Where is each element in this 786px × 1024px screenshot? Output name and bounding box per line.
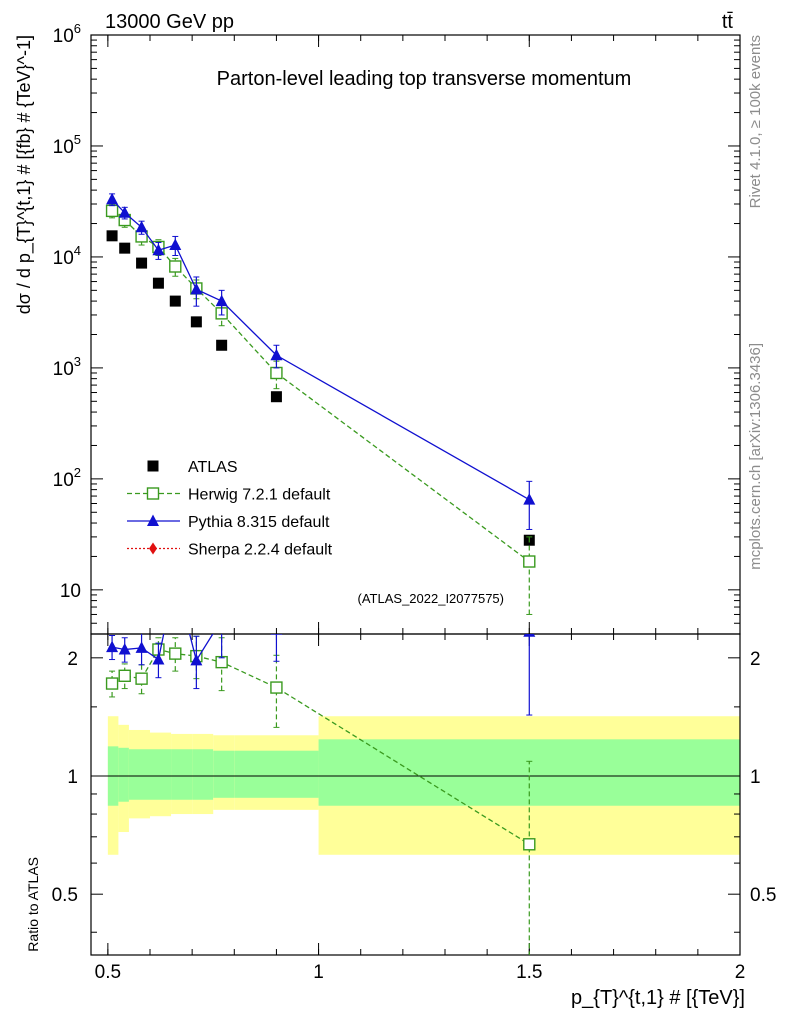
herwig-point bbox=[105, 204, 119, 218]
ratio-tick-label-right: 0.5 bbox=[750, 885, 776, 906]
pythia-point bbox=[135, 220, 148, 233]
pythia-ratio-point bbox=[270, 634, 283, 635]
pythia-ratio-point bbox=[169, 571, 181, 583]
ratio-uncertainty-bands bbox=[107, 716, 740, 855]
herwig-ratio-point bbox=[118, 669, 131, 682]
ratio-y-axis-label: Ratio to ATLAS bbox=[25, 857, 41, 952]
herwig-ratio-point bbox=[169, 647, 182, 660]
pythia-ratio-point bbox=[135, 641, 148, 653]
rivet-label: Rivet 4.1.0, ≥ 100k events bbox=[747, 35, 764, 208]
pythia-point bbox=[190, 282, 203, 295]
pythia-ratio-point bbox=[118, 643, 131, 655]
stat-band-bin bbox=[128, 749, 150, 800]
legend: ATLAS Herwig 7.2.1 default Pythia 8.315 de… bbox=[127, 459, 333, 559]
stat-band-bin bbox=[192, 749, 214, 800]
axis-ticks: 0.5 1 1.5 2 10 102 103 104 105 106 0.5 0.5 1 1 2 2 bbox=[52, 21, 777, 983]
legend-marker bbox=[147, 514, 159, 526]
ratio-tick-label-right: 1 bbox=[750, 767, 761, 788]
x-tick-label: 2 bbox=[735, 962, 746, 983]
ratio-tick-label: 0.5 bbox=[52, 885, 78, 906]
plot-title: Parton-level leading top transverse mome… bbox=[217, 68, 632, 90]
pythia-point bbox=[169, 238, 182, 251]
legend-marker bbox=[146, 487, 160, 500]
stat-band-bin bbox=[213, 750, 235, 798]
atlas-point bbox=[136, 257, 148, 269]
stat-band-bin bbox=[171, 749, 193, 800]
legend-marker bbox=[149, 542, 157, 555]
pythia-ratio-point bbox=[106, 640, 119, 653]
herwig-ratio-point bbox=[523, 838, 536, 851]
pythia-point bbox=[152, 243, 165, 256]
herwig-ratio-point bbox=[135, 672, 148, 685]
pythia-ratio-point bbox=[152, 653, 165, 665]
atlas-point bbox=[152, 277, 164, 289]
ratio-frame bbox=[90, 633, 741, 956]
herwig-point bbox=[523, 555, 536, 568]
herwig-point bbox=[270, 366, 283, 380]
pythia-point bbox=[270, 348, 283, 361]
atlas-point bbox=[216, 339, 228, 351]
y-tick-label: 104 bbox=[53, 243, 81, 269]
x-tick-label: 1.5 bbox=[516, 962, 542, 983]
stat-band-bin bbox=[150, 749, 172, 800]
herwig-point bbox=[169, 260, 182, 273]
legend-label: Pythia 8.315 default bbox=[188, 514, 330, 531]
pythia-ratio-point bbox=[216, 613, 228, 625]
y-tick-label: 106 bbox=[53, 21, 81, 47]
x-tick-label: 1 bbox=[313, 962, 324, 983]
atlas-point bbox=[169, 295, 181, 307]
energy-label: 13000 GeV pp bbox=[105, 11, 234, 33]
herwig-ratio-point bbox=[105, 677, 119, 690]
process-label: tt̄ bbox=[722, 11, 734, 33]
pythia-point bbox=[118, 206, 131, 218]
pythia-ratio-group bbox=[106, 571, 536, 716]
legend-entry-herwig: Herwig 7.2.1 default bbox=[127, 487, 331, 504]
stat-band-bin bbox=[118, 747, 129, 802]
x-tick-label: 0.5 bbox=[95, 962, 121, 983]
pythia-point bbox=[523, 493, 536, 505]
atlas-point bbox=[190, 316, 202, 328]
x-axis-label: p_{T}^{t,1} # [{TeV}] bbox=[571, 987, 745, 1009]
legend-entry-sherpa: Sherpa 2.2.4 default bbox=[127, 542, 333, 559]
legend-marker bbox=[147, 460, 159, 472]
y-tick-label: 10 bbox=[60, 581, 81, 602]
ratio-tick-label: 2 bbox=[67, 649, 78, 670]
legend-label: Herwig 7.2.1 default bbox=[188, 487, 331, 504]
pythia-point bbox=[215, 294, 228, 307]
pythia-ratio-line bbox=[111, 634, 214, 663]
pythia-ratio-point bbox=[190, 653, 203, 666]
pythia-main-group bbox=[106, 192, 536, 530]
pythia-point bbox=[106, 192, 119, 205]
y-tick-label: 102 bbox=[53, 465, 81, 491]
atlas-point bbox=[106, 230, 118, 242]
ratio-tick-label: 1 bbox=[67, 767, 78, 788]
main-series bbox=[105, 192, 536, 615]
legend-label: Sherpa 2.2.4 default bbox=[188, 542, 333, 559]
y-axis-label: dσ / d p_{T}^{t,1} # [{fb} # {TeV}^-1] bbox=[14, 35, 35, 314]
legend-entry-pythia: Pythia 8.315 default bbox=[127, 514, 330, 531]
mcplots-label: mcplots.cern.ch [arXiv:1306.3436] bbox=[747, 343, 764, 570]
analysis-tag: (ATLAS_2022_I2077575) bbox=[358, 591, 504, 606]
atlas-point bbox=[270, 391, 282, 403]
legend-entry-atlas: ATLAS bbox=[147, 459, 238, 476]
ratio-tick-label-right: 2 bbox=[750, 649, 761, 670]
atlas-point bbox=[119, 242, 131, 254]
y-tick-label: 103 bbox=[53, 354, 81, 380]
pythia-ratio-point bbox=[523, 634, 536, 637]
ratio-series bbox=[105, 571, 536, 955]
herwig-ratio-point bbox=[270, 681, 283, 694]
legend-label: ATLAS bbox=[188, 459, 238, 476]
stat-band-bin bbox=[234, 750, 319, 798]
y-tick-label: 105 bbox=[53, 132, 81, 158]
